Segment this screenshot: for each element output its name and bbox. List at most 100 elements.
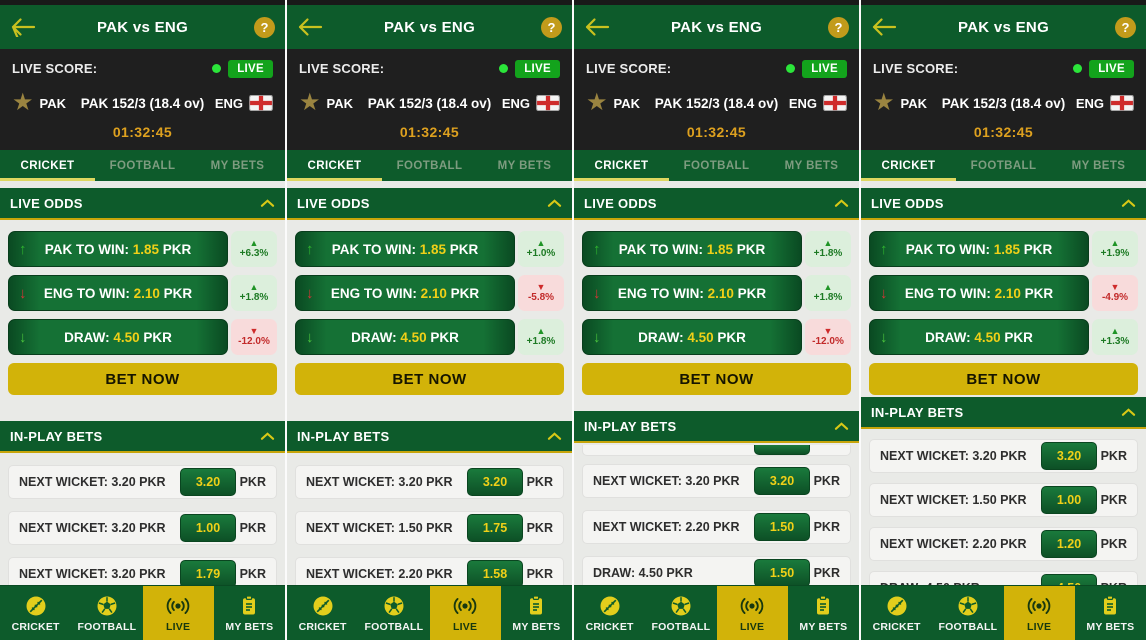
page-title: PAK vs ENG [383,18,476,36]
odds-currency: PKR [737,285,767,301]
odds-chip-button[interactable]: 3.20 [1041,442,1097,470]
back-arrow-icon[interactable] [10,17,36,37]
bet-now-button[interactable]: BET NOW [582,363,851,395]
odds-button-draw[interactable]: ↓ DRAW: 4.50 PKR [582,319,802,355]
odds-chip-button[interactable]: 1.75 [467,514,523,542]
away-team-name: ENG [1075,95,1104,111]
odds-chip-button[interactable]: 1.50 [754,559,810,587]
in-play-row: DRAW: 4.50 PKR 1.50 PKR [582,556,851,590]
live-odds-header[interactable]: LIVE ODDS [574,188,859,220]
football-icon [671,596,691,615]
in-play-header[interactable]: IN-PLAY BETS [287,421,572,453]
change-badge: ▲ +1.9% [1092,231,1138,267]
in-play-row: NEXT WICKET: 2.20 PKR 1.50 PKR [582,510,851,544]
odds-chip-button[interactable]: 1.20 [1041,530,1097,558]
tab-cricket[interactable]: CRICKET [574,150,669,181]
help-button[interactable]: ? [828,16,849,38]
odds-chip-button[interactable]: 1.58 [467,560,523,588]
tab-my-bets[interactable]: MY BETS [1071,159,1126,172]
tab-my-bets[interactable]: MY BETS [497,159,552,172]
nav-cricket[interactable]: CRICKET [0,586,71,640]
odds-chip-button[interactable]: 3.20 [180,468,236,496]
back-arrow-icon[interactable] [871,17,897,37]
nav-label: LIVE [1027,620,1052,633]
help-button[interactable]: ? [1115,16,1136,38]
odds-chip-button[interactable]: 1.50 [754,513,810,541]
odds-button-draw[interactable]: ↓ DRAW: 4.50 PKR [869,319,1089,355]
question-mark-icon: ? [260,19,269,35]
tab-football[interactable]: FOOTBALL [109,159,176,172]
tab-football[interactable]: FOOTBALL [683,159,750,172]
odds-chip-button[interactable]: 1.00 [1041,486,1097,514]
bet-now-button[interactable]: BET NOW [295,363,564,395]
odds-row: ↓ DRAW: 4.50 PKR ▼ -12.0% [582,319,851,355]
back-arrow-icon[interactable] [297,17,323,37]
nav-live[interactable]: LIVE [142,586,214,640]
odds-button-draw[interactable]: ↓ DRAW: 4.50 PKR [295,319,515,355]
live-odds-title: LIVE ODDS [297,195,370,211]
odds-button-eng-to-win[interactable]: ↓ ENG TO WIN: 2.10 PKR [295,275,515,311]
odds-button-eng-to-win[interactable]: ↓ ENG TO WIN: 2.10 PKR [869,275,1089,311]
nav-football[interactable]: FOOTBALL [71,586,142,640]
odds-button-pak-to-win[interactable]: ↑ PAK TO WIN: 1.85 PKR [8,231,228,267]
odds-button-eng-to-win[interactable]: ↓ ENG TO WIN: 2.10 PKR [582,275,802,311]
tab-cricket[interactable]: CRICKET [287,150,382,181]
in-play-header[interactable]: IN-PLAY BETS [574,411,859,443]
nav-football[interactable]: FOOTBALL [358,586,429,640]
nav-my-bets[interactable]: MY BETS [214,586,285,640]
bet-now-button[interactable]: BET NOW [8,363,277,395]
cricket-ball-icon [313,596,333,615]
status-bar [574,0,859,5]
nav-live[interactable]: LIVE [1003,586,1075,640]
live-dot-icon [786,64,796,73]
live-odds-header[interactable]: LIVE ODDS [861,188,1146,220]
nav-cricket[interactable]: CRICKET [574,586,645,640]
odds-button-eng-to-win[interactable]: ↓ ENG TO WIN: 2.10 PKR [8,275,228,311]
odds-chip-button[interactable]: 3.20 [754,467,810,495]
cricket-ball-icon [887,596,907,615]
nav-my-bets[interactable]: MY BETS [1075,586,1146,640]
nav-cricket[interactable]: CRICKET [287,586,358,640]
live-odds-header[interactable]: LIVE ODDS [287,188,572,220]
odds-currency: PKR [450,285,480,301]
help-button[interactable]: ? [541,16,562,38]
back-arrow-icon[interactable] [584,17,610,37]
live-odds-header[interactable]: LIVE ODDS [0,188,285,220]
odds-chip-button[interactable]: 1.00 [180,514,236,542]
currency-label: PKR [813,520,840,534]
triangle-up-icon: ▲ [249,281,259,292]
bet-now-button[interactable]: BET NOW [869,363,1138,395]
tab-my-bets[interactable]: MY BETS [210,159,265,172]
nav-football[interactable]: FOOTBALL [932,586,1003,640]
tab-football[interactable]: FOOTBALL [970,159,1037,172]
odds-button-draw[interactable]: ↓ DRAW: 4.50 PKR [8,319,228,355]
odds-button-pak-to-win[interactable]: ↑ PAK TO WIN: 1.85 PKR [869,231,1089,267]
triangle-up-icon: ▲ [1110,237,1120,248]
tab-cricket[interactable]: CRICKET [861,150,956,181]
nav-live[interactable]: LIVE [429,586,501,640]
bottom-nav: CRICKET FOOTBALL LIVE MY BETS [574,585,859,640]
tab-cricket[interactable]: CRICKET [0,150,95,181]
odds-chip-button[interactable]: 3.20 [467,468,523,496]
in-play-row: NEXT WICKET: 3.20 PKR 3.20 PKR [8,465,277,499]
odds-button-pak-to-win[interactable]: ↑ PAK TO WIN: 1.85 PKR [295,231,515,267]
nav-my-bets[interactable]: MY BETS [788,586,859,640]
odds-row: ↓ DRAW: 4.50 PKR ▼ -12.0% [8,319,277,355]
in-play-header[interactable]: IN-PLAY BETS [0,421,285,453]
nav-label: FOOTBALL [938,620,998,633]
nav-my-bets[interactable]: MY BETS [501,586,572,640]
in-play-header[interactable]: IN-PLAY BETS [861,397,1146,429]
bet-label: NEXT WICKET: 1.50 PKR [306,521,453,535]
odds-chip-button[interactable]: 1.79 [180,560,236,588]
nav-cricket[interactable]: CRICKET [861,586,932,640]
nav-live[interactable]: LIVE [716,586,788,640]
currency-label: PKR [239,521,266,535]
odds-button-pak-to-win[interactable]: ↑ PAK TO WIN: 1.85 PKR [582,231,802,267]
tab-my-bets[interactable]: MY BETS [784,159,839,172]
nav-label: FOOTBALL [77,620,137,633]
help-button[interactable]: ? [254,16,275,38]
nav-label: FOOTBALL [364,620,424,633]
tab-football[interactable]: FOOTBALL [396,159,463,172]
nav-football[interactable]: FOOTBALL [645,586,716,640]
odds-value: 2.10 [707,285,734,301]
